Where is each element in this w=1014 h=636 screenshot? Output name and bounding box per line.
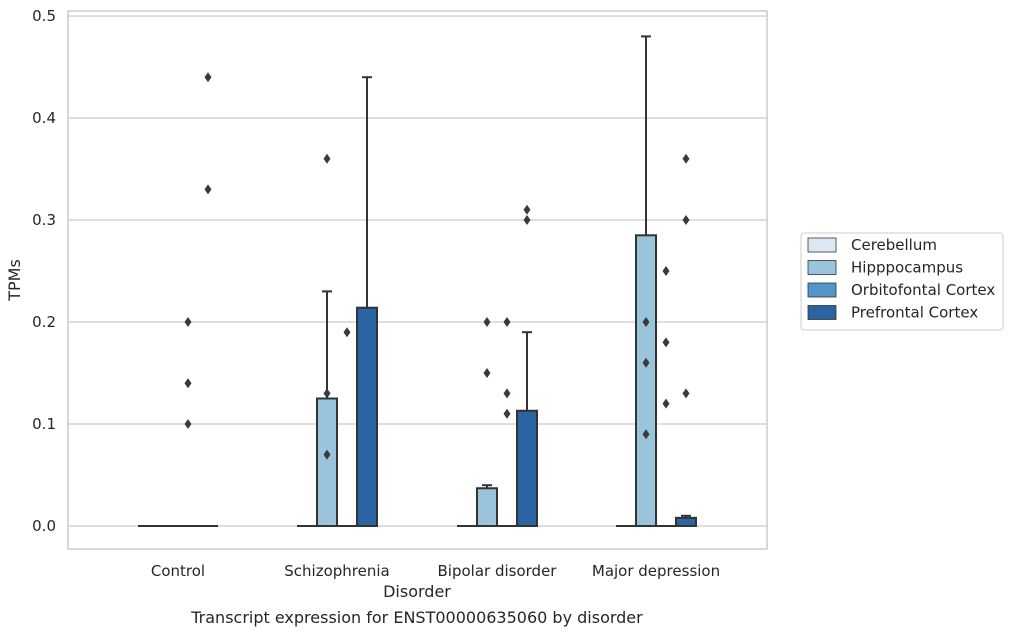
- y-tick-label: 0.0: [32, 517, 56, 535]
- outliers: [184, 72, 690, 460]
- outlier-point: [343, 327, 351, 338]
- legend-swatch: [807, 282, 837, 298]
- outlier-point: [662, 337, 670, 348]
- legend-swatch: [807, 305, 837, 320]
- x-tick-label: Control: [151, 562, 205, 580]
- bar: [635, 234, 657, 528]
- outlier-point: [184, 419, 192, 429]
- y-axis-title: TPMs: [5, 259, 24, 302]
- bar: [516, 409, 538, 527]
- outlier-point: [483, 317, 491, 327]
- legend-swatch: [807, 237, 837, 253]
- bar: [356, 306, 378, 527]
- x-tick-labels: Control Schizophrenia Bipolar disorder Majo…: [151, 562, 720, 580]
- y-tick-label: 0.3: [32, 211, 56, 229]
- bar: [675, 516, 697, 528]
- x-tick-label: Bipolar disorder: [438, 562, 558, 580]
- outlier-point: [483, 368, 491, 378]
- y-tick-labels: 0.0 0.1 0.2 0.3 0.4 0.5: [32, 7, 56, 535]
- bars: [138, 35, 697, 528]
- plot-area: [67, 10, 768, 550]
- y-tick-label: 0.4: [32, 109, 56, 127]
- legend-label: Hipppocampus: [851, 259, 963, 277]
- bar: [476, 487, 498, 528]
- outlier-point: [662, 266, 670, 276]
- chart-caption: Transcript expression for ENST0000063506…: [190, 608, 643, 627]
- outlier-point: [523, 215, 531, 225]
- outlier-point: [323, 388, 331, 399]
- outlier-point: [184, 378, 192, 389]
- outlier-point: [682, 388, 690, 399]
- outlier-point: [523, 204, 531, 215]
- outlier-point: [503, 408, 511, 419]
- outlier-point: [682, 153, 690, 164]
- y-tick-label: 0.5: [32, 7, 56, 25]
- x-tick-label: Schizophrenia: [284, 562, 389, 580]
- x-tick-label: Major depression: [592, 562, 720, 580]
- outlier-point: [323, 449, 331, 460]
- legend-label: Cerebellum: [851, 236, 937, 254]
- legend: Cerebellum Hipppocampus Orbitofontal Corte…: [800, 232, 1004, 331]
- y-tick-label: 0.2: [32, 313, 56, 331]
- outlier-point: [642, 357, 650, 368]
- outlier-point: [662, 398, 670, 409]
- legend-frame: [800, 232, 1004, 331]
- outlier-point: [503, 317, 511, 327]
- legend-swatch: [807, 260, 837, 275]
- legend-label: Orbitofontal Cortex: [851, 281, 995, 299]
- outlier-point: [642, 317, 650, 327]
- legend-label: Prefrontal Cortex: [851, 304, 978, 322]
- outlier-point: [204, 72, 212, 83]
- outlier-point: [184, 317, 192, 327]
- outlier-point: [323, 153, 331, 164]
- outlier-point: [642, 429, 650, 440]
- outlier-point: [204, 184, 212, 195]
- x-axis-title: Disorder: [383, 582, 451, 601]
- bar: [316, 397, 338, 527]
- y-tick-label: 0.1: [32, 415, 56, 433]
- outlier-point: [503, 388, 511, 399]
- outlier-point: [682, 215, 690, 225]
